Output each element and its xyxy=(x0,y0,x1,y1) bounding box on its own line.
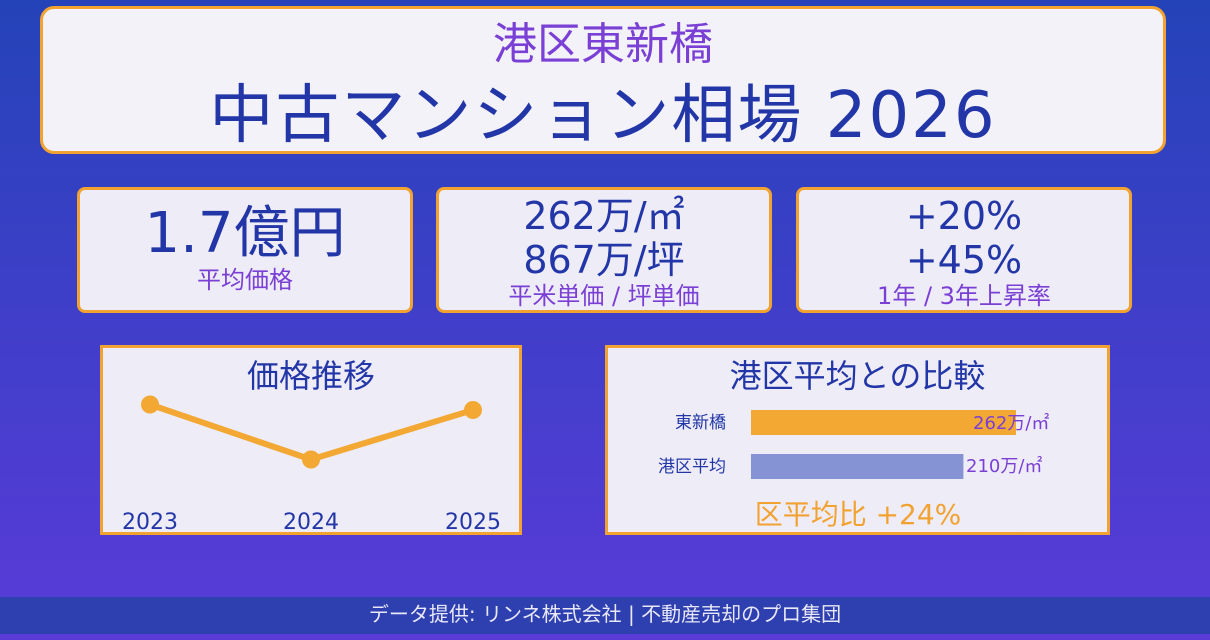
price-trend-chart: 2023 2024 2025 xyxy=(122,395,501,532)
area-comparison-title: 港区平均との比較 xyxy=(729,357,986,395)
average-price-label: 平均価格 xyxy=(197,266,293,294)
average-price-value: 1.7億円 xyxy=(144,201,346,266)
page-title: 中古マンション相場 2026 xyxy=(209,79,997,153)
price-trend-title: 価格推移 xyxy=(246,357,375,395)
growth-3y-value: +45% xyxy=(905,238,1023,282)
footer-credit: データ提供: リンネ株式会社 | 不動産売却のプロ集団 xyxy=(368,602,842,626)
x-tick-2024: 2024 xyxy=(283,510,339,532)
bar-higashishinbashi xyxy=(751,410,1016,435)
bar-value-minato-average: 210万/㎡ xyxy=(966,455,1042,477)
unit-price-label: 平米単価 / 坪単価 xyxy=(508,282,700,310)
area-comparison-panel: 港区平均との比較 東新橋 262万/㎡ 港区平均 210万/㎡ 区平均比 +24… xyxy=(605,345,1110,535)
price-trend-panel: 価格推移 2023 2024 2025 xyxy=(100,345,522,535)
bar-value-higashishinbashi: 262万/㎡ xyxy=(973,412,1049,434)
price-per-tsubo-value: 867万/坪 xyxy=(523,238,685,282)
title-box: 港区東新橋 中古マンション相場 2026 xyxy=(40,6,1166,154)
trend-point-2023 xyxy=(141,395,159,414)
growth-rate-label: 1年 / 3年上昇率 xyxy=(877,282,1051,310)
trend-point-2024 xyxy=(302,450,320,469)
stat-card-growth-rate: +20% +45% 1年 / 3年上昇率 xyxy=(796,187,1132,313)
stat-card-average-price: 1.7億円 平均価格 xyxy=(77,187,413,313)
price-per-sqm-value: 262万/㎡ xyxy=(523,194,685,238)
bar-minato-average xyxy=(751,454,964,479)
x-tick-2025: 2025 xyxy=(445,510,501,532)
ratio-text: 区平均比 +24% xyxy=(755,498,962,531)
stat-card-unit-price: 262万/㎡ 867万/坪 平米単価 / 坪単価 xyxy=(436,187,772,313)
area-comparison-chart: 東新橋 262万/㎡ 港区平均 210万/㎡ 区平均比 +24% xyxy=(658,410,1049,531)
growth-1y-value: +20% xyxy=(905,194,1023,238)
footer-strip xyxy=(0,634,1210,640)
location-subtitle: 港区東新橋 xyxy=(493,19,713,70)
trend-point-2025 xyxy=(464,401,482,419)
bar-label-minato-average: 港区平均 xyxy=(658,457,726,477)
bar-label-higashishinbashi: 東新橋 xyxy=(675,413,726,433)
footer: データ提供: リンネ株式会社 | 不動産売却のプロ集団 xyxy=(0,597,1210,640)
x-tick-2023: 2023 xyxy=(122,510,178,532)
